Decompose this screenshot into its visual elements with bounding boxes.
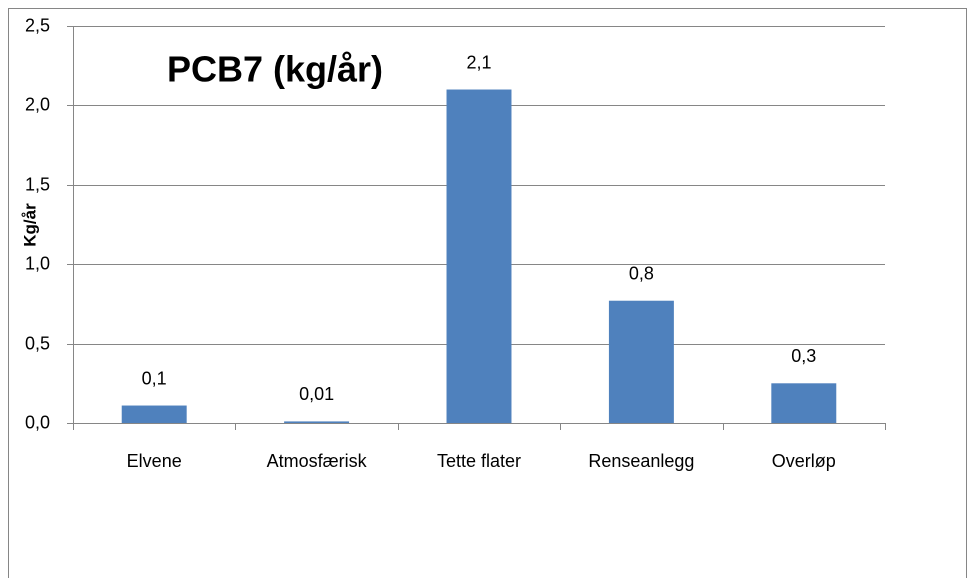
x-tick-label: Overløp <box>772 451 836 471</box>
bar <box>284 421 350 423</box>
y-tick-label: 1,5 <box>25 174 50 194</box>
bar <box>608 300 674 423</box>
x-tick-label: Elvene <box>127 451 182 471</box>
x-tick-label: Tette flater <box>437 451 521 471</box>
y-tick-label: 2,5 <box>25 15 50 35</box>
bar <box>446 89 512 424</box>
y-tick-label: 0,0 <box>25 412 50 432</box>
bar <box>121 405 187 423</box>
value-label: 0,8 <box>629 263 654 283</box>
value-label: 0,01 <box>299 384 334 404</box>
bar <box>771 383 837 423</box>
y-axis-label: Kg/år <box>20 203 39 247</box>
y-tick-label: 1,0 <box>25 253 50 273</box>
y-tick-label: 0,5 <box>25 333 50 353</box>
y-tick-label: 2,0 <box>25 94 50 114</box>
value-label: 0,3 <box>791 346 816 366</box>
x-tick-label: Atmosfærisk <box>267 451 368 471</box>
chart-title: PCB7 (kg/år) <box>167 49 383 90</box>
value-label: 0,1 <box>142 368 167 388</box>
x-tick-label: Renseanlegg <box>588 451 694 471</box>
value-label: 2,1 <box>466 52 491 72</box>
